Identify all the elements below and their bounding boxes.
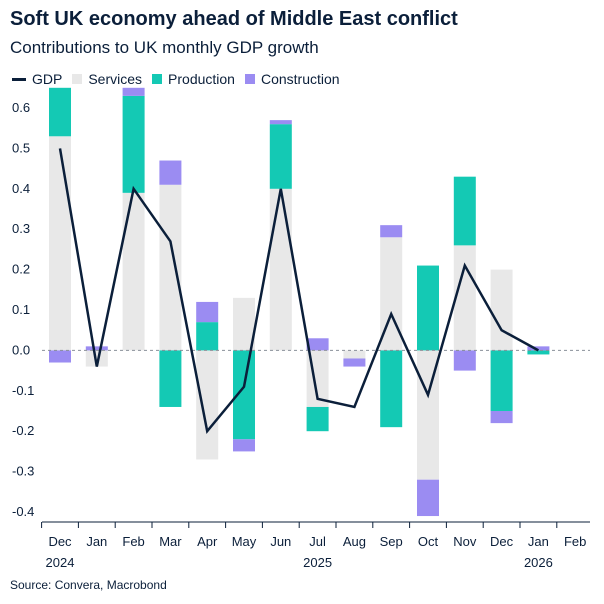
legend-label-services: Services [88, 71, 143, 87]
bar-services [343, 350, 366, 359]
bar-construction [343, 358, 366, 367]
bar-production [527, 350, 550, 355]
chart-title: Soft UK economy ahead of Middle East con… [10, 8, 458, 30]
x-tick-label: Jan [86, 534, 107, 549]
bar-services [453, 245, 476, 351]
x-tick-label: Jan [528, 534, 549, 549]
bar-services [196, 350, 219, 460]
bar-production [233, 350, 255, 440]
x-tick-label: Mar [159, 534, 182, 549]
x-tick-label: Aug [343, 534, 366, 549]
legend-item-services: Services [72, 71, 142, 87]
bar-services [269, 188, 292, 351]
y-tick-label: -0.2 [12, 423, 34, 438]
bar-construction [49, 350, 71, 363]
bar-construction [233, 439, 255, 452]
bar-services [85, 350, 108, 367]
bar-production [453, 176, 476, 246]
chart-legend: GDP Services Production Construction [12, 71, 350, 87]
bar-construction [122, 87, 145, 96]
bar-construction [306, 338, 329, 351]
x-year-label: 2026 [524, 555, 553, 570]
x-tick-label: Apr [197, 534, 218, 549]
bar-production [380, 350, 403, 428]
y-tick-label: 0.6 [12, 100, 30, 115]
bar-production [417, 265, 439, 351]
y-tick-label: 0.5 [12, 140, 30, 155]
legend-swatch-gdp [12, 77, 26, 81]
x-year-label: 2024 [46, 555, 75, 570]
legend-label-gdp: GDP [32, 71, 63, 87]
bar-construction [490, 411, 513, 424]
x-tick-label: Feb [122, 534, 144, 549]
bar-services [122, 192, 145, 351]
x-tick-label: Jun [270, 534, 291, 549]
x-tick-label: Feb [564, 534, 586, 549]
legend-label-construction: Construction [260, 71, 340, 87]
bar-services [490, 269, 513, 351]
source-note: Source: Convera, Macrobond [10, 578, 167, 592]
bar-construction [159, 160, 182, 185]
x-tick-label: Oct [418, 534, 439, 549]
bar-production [122, 95, 145, 193]
bar-services [380, 237, 403, 351]
chart-subtitle: Contributions to UK monthly GDP growth [10, 38, 319, 57]
bar-production [490, 350, 513, 411]
bar-services [233, 297, 255, 351]
legend-label-production: Production [168, 71, 235, 87]
y-tick-label: 0.2 [12, 262, 30, 277]
bar-construction [196, 301, 219, 323]
x-tick-label: Sep [380, 534, 403, 549]
bar-construction [527, 346, 550, 351]
y-tick-label: -0.4 [12, 504, 34, 519]
y-tick-label: 0.0 [12, 342, 30, 357]
bar-production [196, 322, 219, 351]
bar-construction [85, 346, 108, 351]
bar-production [49, 87, 71, 137]
bar-construction [453, 350, 476, 371]
x-tick-label: Dec [490, 534, 514, 549]
y-tick-label: -0.1 [12, 383, 34, 398]
bar-construction [417, 479, 439, 517]
x-tick-label: May [232, 534, 257, 549]
bar-services [159, 184, 182, 351]
bar-construction [269, 120, 292, 125]
legend-swatch-services [72, 74, 83, 84]
y-tick-label: 0.4 [12, 181, 30, 196]
legend-item-gdp: GDP [12, 71, 62, 87]
y-tick-label: 0.1 [12, 302, 30, 317]
x-year-label: 2025 [303, 555, 332, 570]
legend-swatch-construction [244, 74, 255, 84]
bar-production [159, 350, 182, 407]
x-tick-label: Dec [48, 534, 72, 549]
x-tick-label: Nov [453, 534, 477, 549]
legend-item-production: Production [152, 71, 235, 87]
y-tick-label: -0.3 [12, 464, 34, 479]
x-tick-label: Jul [309, 534, 326, 549]
bar-construction [380, 225, 403, 238]
bar-production [269, 124, 292, 189]
bar-production [306, 406, 329, 432]
legend-swatch-production [152, 74, 163, 84]
bar-services [49, 136, 71, 351]
gdp-line [58, 148, 540, 435]
y-tick-label: 0.3 [12, 221, 30, 236]
legend-item-construction: Construction [244, 71, 340, 87]
